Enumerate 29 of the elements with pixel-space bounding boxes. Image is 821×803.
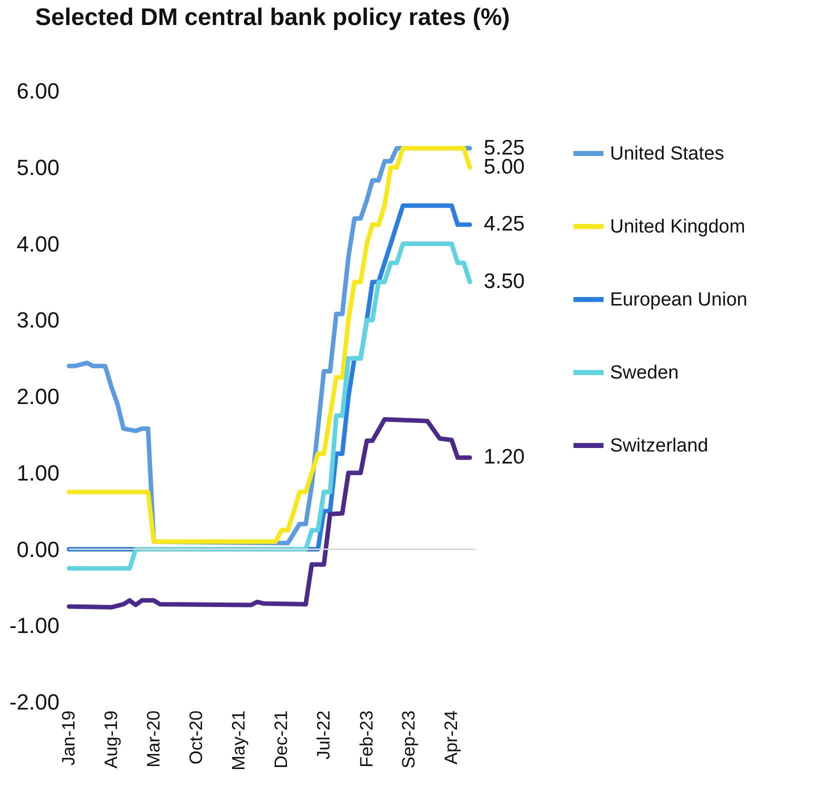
chart-title: Selected DM central bank policy rates (%) [35, 4, 510, 31]
y-tick-label: 4.00 [16, 231, 60, 256]
data-label: 4.25 [484, 212, 525, 236]
x-tick-label: Jul-22 [313, 710, 334, 760]
y-tick-label: -1.00 [9, 613, 60, 638]
legend-label: United States [610, 144, 724, 164]
y-tick-label: 1.00 [16, 460, 60, 486]
y-tick-label: 2.00 [16, 384, 60, 409]
x-tick-label: Apr-24 [441, 710, 462, 765]
legend-label: European Union [610, 290, 748, 310]
legend-label: Switzerland [610, 436, 708, 456]
x-tick-label: Jan-19 [58, 710, 78, 766]
x-tick-label: Oct-20 [186, 710, 206, 765]
x-tick-label: Dec-21 [271, 710, 292, 769]
y-tick-label: 6.00 [16, 78, 60, 104]
y-tick-label: 3.00 [16, 308, 60, 333]
x-tick-label: Mar-20 [143, 710, 164, 768]
data-label: 1.20 [484, 446, 525, 469]
y-tick-label: 0.00 [16, 536, 60, 562]
y-tick-label: 5.00 [16, 154, 60, 180]
legend-label: Sweden [610, 362, 679, 384]
legend-label: United Kingdom [610, 216, 746, 238]
x-tick-label: May-21 [228, 710, 248, 771]
y-tick-label: -2.00 [9, 690, 60, 714]
x-tick-label: Feb-23 [356, 710, 376, 768]
x-tick-label: Aug-19 [100, 710, 121, 769]
data-label: 3.50 [484, 270, 525, 293]
x-tick-label: Sep-23 [398, 710, 419, 769]
line-series [66, 417, 472, 610]
